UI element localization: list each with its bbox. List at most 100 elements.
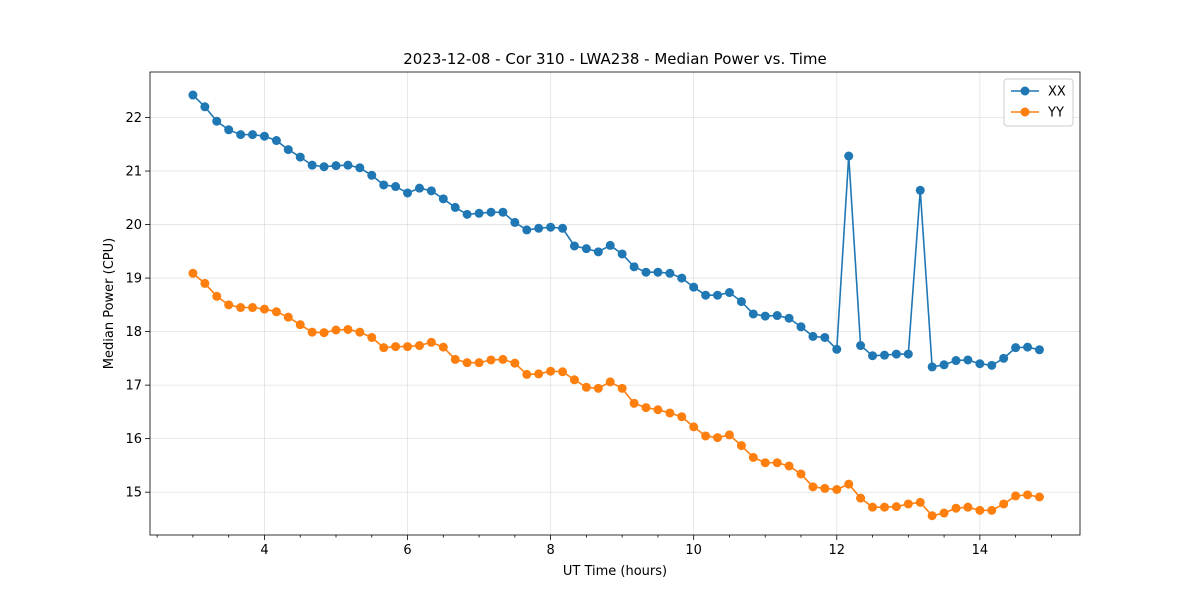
data-point-xx bbox=[450, 202, 460, 212]
data-point-yy bbox=[641, 403, 651, 413]
data-point-yy bbox=[796, 469, 806, 479]
data-point-yy bbox=[498, 354, 508, 364]
data-point-xx bbox=[379, 180, 389, 190]
data-point-xx bbox=[844, 151, 854, 161]
data-point-yy bbox=[343, 324, 353, 334]
data-point-yy bbox=[1011, 491, 1021, 501]
data-point-xx bbox=[391, 182, 401, 192]
x-tick-label: 12 bbox=[828, 543, 845, 558]
data-point-xx bbox=[1034, 345, 1044, 355]
data-point-yy bbox=[510, 358, 520, 368]
y-tick-label: 19 bbox=[125, 272, 142, 287]
data-point-xx bbox=[665, 268, 675, 278]
data-point-xx bbox=[736, 297, 746, 307]
data-point-yy bbox=[331, 325, 341, 335]
data-point-xx bbox=[951, 356, 961, 366]
data-point-xx bbox=[915, 185, 925, 195]
data-point-yy bbox=[403, 342, 413, 352]
y-tick-label: 22 bbox=[125, 111, 142, 126]
data-point-yy bbox=[534, 369, 544, 379]
data-point-yy bbox=[355, 327, 365, 337]
data-point-xx bbox=[307, 160, 317, 170]
chart-title: 2023-12-08 - Cor 310 - LWA238 - Median P… bbox=[403, 50, 827, 68]
data-point-xx bbox=[629, 262, 639, 272]
data-point-xx bbox=[510, 217, 520, 227]
data-point-yy bbox=[295, 320, 305, 330]
y-tick-label: 18 bbox=[125, 325, 142, 340]
data-point-xx bbox=[367, 170, 377, 180]
data-point-xx bbox=[343, 160, 353, 170]
data-point-xx bbox=[605, 240, 615, 250]
data-point-xx bbox=[808, 331, 818, 341]
data-point-xx bbox=[403, 188, 413, 198]
data-point-yy bbox=[236, 303, 246, 313]
data-point-yy bbox=[224, 300, 234, 310]
data-point-xx bbox=[856, 341, 866, 351]
data-point-xx bbox=[498, 207, 508, 217]
data-point-xx bbox=[236, 130, 246, 140]
data-point-yy bbox=[713, 433, 723, 443]
data-point-yy bbox=[1034, 492, 1044, 502]
data-point-yy bbox=[665, 408, 675, 418]
data-point-yy bbox=[939, 508, 949, 518]
series-xx bbox=[188, 90, 1044, 372]
data-point-xx bbox=[689, 282, 699, 292]
data-point-xx bbox=[200, 102, 210, 112]
data-point-yy bbox=[879, 502, 889, 512]
data-point-yy bbox=[450, 354, 460, 364]
data-point-yy bbox=[188, 268, 198, 278]
x-axis: 4 6 8 10 12 14 bbox=[156, 535, 1052, 558]
data-point-xx bbox=[617, 249, 627, 259]
data-point-xx bbox=[832, 344, 842, 354]
data-point-xx bbox=[188, 90, 198, 100]
data-point-yy bbox=[915, 497, 925, 507]
data-point-yy bbox=[569, 375, 579, 385]
y-tick-label: 21 bbox=[125, 165, 142, 180]
data-point-xx bbox=[677, 273, 687, 283]
data-point-xx bbox=[784, 313, 794, 323]
series-layer bbox=[188, 90, 1044, 521]
data-point-yy bbox=[474, 358, 484, 368]
data-point-yy bbox=[963, 502, 973, 512]
y-tick-label: 17 bbox=[125, 379, 142, 394]
data-point-yy bbox=[772, 458, 782, 468]
data-point-yy bbox=[987, 505, 997, 515]
data-point-xx bbox=[295, 152, 305, 162]
data-point-xx bbox=[355, 163, 365, 173]
data-point-yy bbox=[856, 493, 866, 503]
data-point-yy bbox=[701, 431, 711, 441]
data-point-xx bbox=[927, 362, 937, 372]
data-point-yy bbox=[319, 328, 329, 338]
data-point-yy bbox=[546, 366, 556, 376]
data-point-yy bbox=[558, 367, 568, 377]
y-tick-label: 20 bbox=[125, 218, 142, 233]
data-point-yy bbox=[462, 358, 472, 368]
data-point-xx bbox=[581, 244, 591, 254]
data-point-yy bbox=[844, 479, 854, 489]
data-point-xx bbox=[426, 186, 436, 196]
data-point-yy bbox=[414, 341, 424, 351]
legend-marker-xx bbox=[1020, 86, 1030, 96]
x-tick-label: 6 bbox=[403, 543, 411, 558]
y-axis: 15 16 17 18 19 20 21 22 bbox=[125, 111, 150, 501]
data-point-yy bbox=[367, 332, 377, 342]
x-tick-label: 4 bbox=[260, 543, 268, 558]
data-point-xx bbox=[987, 360, 997, 370]
x-tick-label: 14 bbox=[972, 543, 989, 558]
data-point-xx bbox=[748, 309, 758, 319]
data-point-yy bbox=[438, 342, 448, 352]
data-point-xx bbox=[259, 131, 269, 141]
data-point-yy bbox=[486, 355, 496, 365]
plot-area bbox=[150, 72, 1080, 535]
data-point-xx bbox=[724, 288, 734, 298]
data-point-yy bbox=[724, 430, 734, 440]
data-point-xx bbox=[868, 351, 878, 361]
data-point-yy bbox=[283, 312, 293, 322]
data-point-yy bbox=[903, 499, 913, 509]
data-point-xx bbox=[462, 209, 472, 219]
data-point-xx bbox=[522, 225, 532, 235]
grid bbox=[150, 72, 1080, 535]
legend-label-xx: XX bbox=[1048, 85, 1066, 100]
y-tick-label: 16 bbox=[125, 432, 142, 447]
